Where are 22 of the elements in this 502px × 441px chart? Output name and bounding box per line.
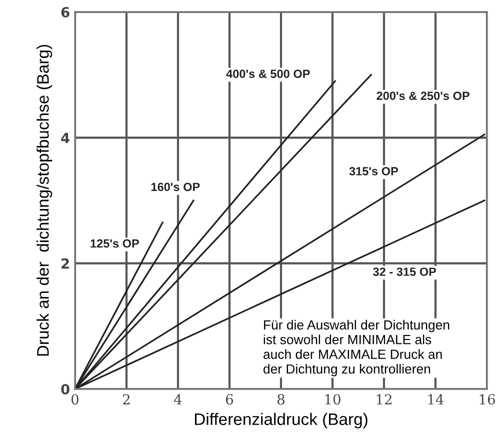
series-label: 32 - 315 OP xyxy=(373,268,436,276)
x-tick-label: 8 xyxy=(278,394,284,405)
series-label: 125's OP xyxy=(90,239,139,248)
x-tick-label: 12 xyxy=(376,394,392,404)
x-tick-label: 14 xyxy=(428,394,444,404)
x-tick-label: 6 xyxy=(226,394,234,405)
x-tick-label: 4 xyxy=(174,394,182,404)
y-tick-label: 6 xyxy=(61,6,70,18)
x-tick-label: 2 xyxy=(123,394,130,404)
series-label: 400's & 500 OP xyxy=(226,70,310,78)
y-tick-label: 0 xyxy=(61,384,70,394)
y-tick-label: 4 xyxy=(61,132,70,143)
y-axis-title: Druck an der dichtung/stopfbuchse (Barg) xyxy=(36,44,52,356)
y-tick-label: 2 xyxy=(62,258,69,269)
x-axis-title: Differenzialdruck (Barg) xyxy=(194,412,368,428)
x-tick-label: 10 xyxy=(325,394,340,405)
x-tick-label: 0 xyxy=(71,394,78,405)
x-tick-label: 16 xyxy=(480,394,495,405)
series-label: 200's & 250's OP xyxy=(376,92,470,100)
series-label: 315's OP xyxy=(349,167,398,176)
annotation: Für die Auswahl der Dichtungen ist sowohl der MINIMALE als auch der MAXIMALE Druck an der Dichtung zu kontrollieren xyxy=(264,320,450,376)
series-label: 160's OP xyxy=(151,182,200,192)
